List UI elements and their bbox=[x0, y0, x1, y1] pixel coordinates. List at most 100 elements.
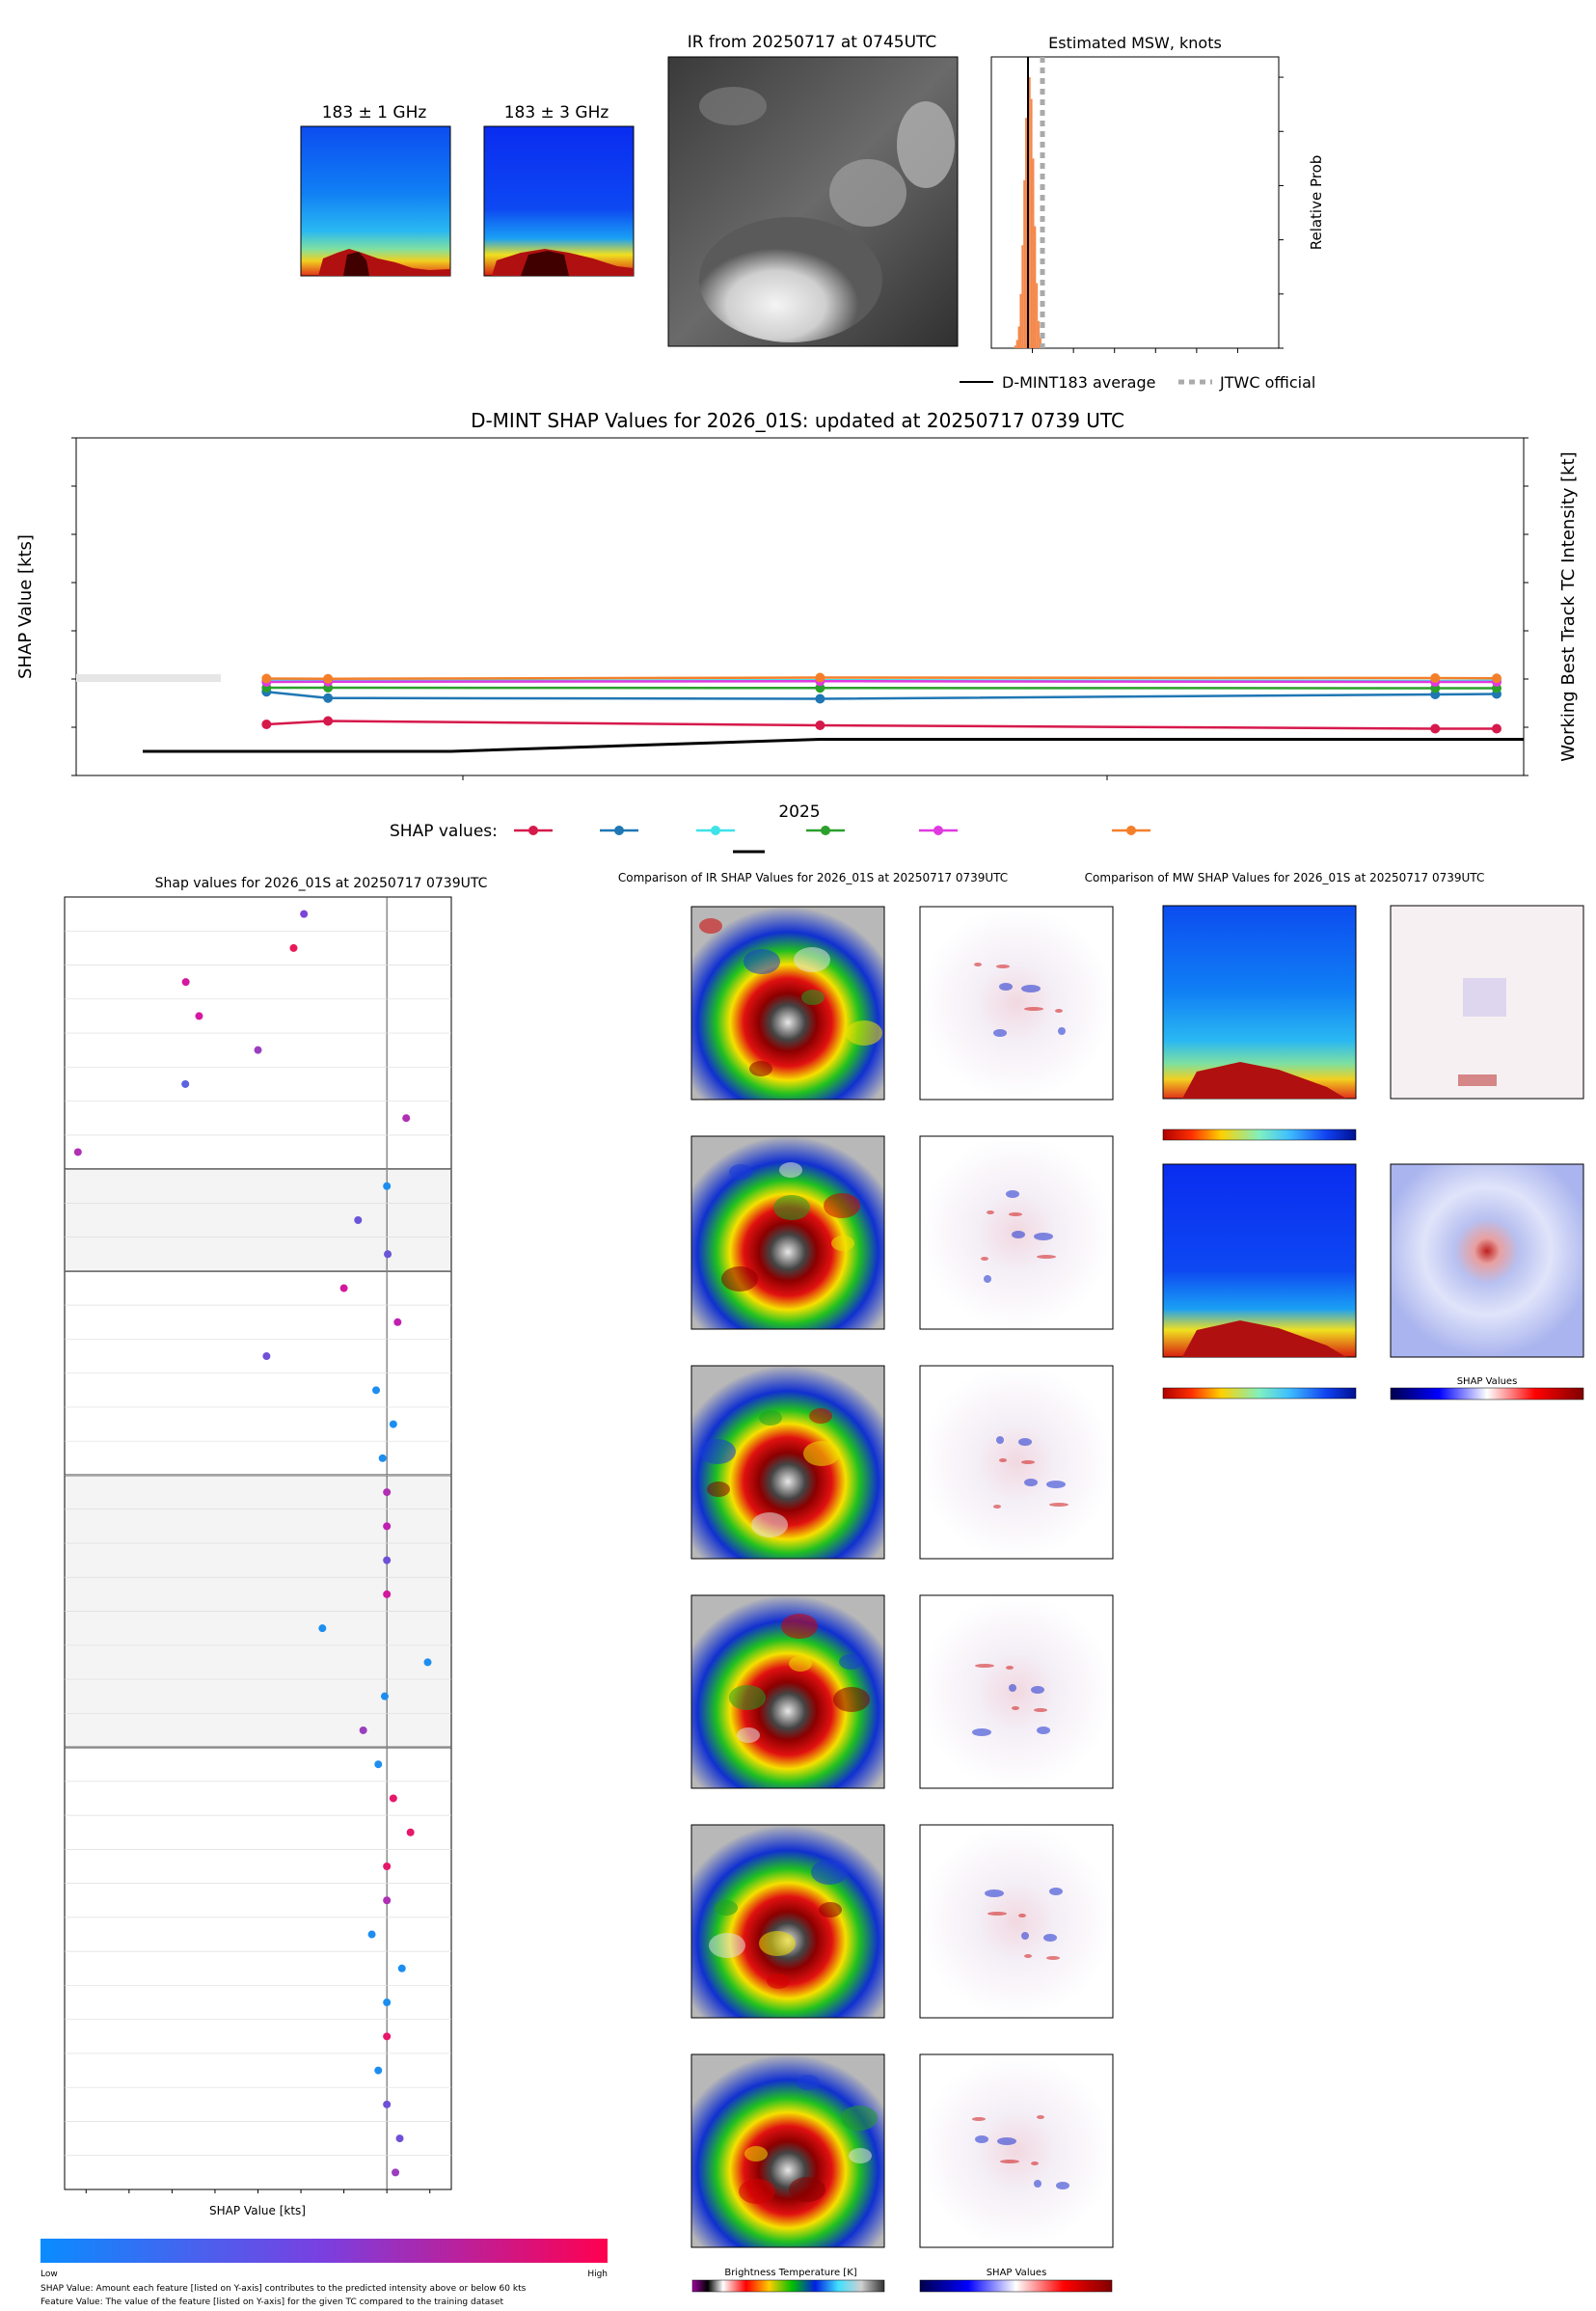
feature-shap-point bbox=[289, 943, 298, 952]
feature-shap-point bbox=[383, 1998, 392, 2007]
histogram-frame bbox=[990, 56, 1280, 349]
ir-cloud-feature bbox=[721, 1266, 758, 1291]
feature-chart-title: Shap values for 2026_01S at 20250717 073… bbox=[155, 876, 488, 891]
ir-shap-blob bbox=[1031, 2161, 1039, 2165]
ir-shap-blob bbox=[1018, 1914, 1026, 1917]
ir-cloud-feature bbox=[846, 1020, 882, 1046]
ir-shap-blob bbox=[993, 1029, 1007, 1037]
ir-shap-blob bbox=[1049, 1503, 1069, 1507]
histogram-ylabel: Relative Prob bbox=[1308, 155, 1325, 251]
mw1-image bbox=[300, 125, 451, 277]
feature-shap-point bbox=[402, 1114, 411, 1123]
mw-comparison-title: Comparison of MW SHAP Values for 2026_01… bbox=[1085, 871, 1485, 884]
ir-shap-blob bbox=[1006, 1666, 1014, 1670]
ir-shap-blob bbox=[1034, 1233, 1053, 1240]
ir-shap-blob bbox=[1056, 2182, 1069, 2189]
note-feature-value: Feature Value: The value of the feature … bbox=[41, 2297, 503, 2307]
histogram-bar bbox=[1014, 345, 1016, 348]
legend-average: D-MINT183 average bbox=[1002, 373, 1155, 392]
shap-timeseries-chart: D-MINT SHAP Values for 2026_01S: updated… bbox=[15, 409, 1579, 854]
ir-cloud-feature bbox=[789, 2177, 825, 2202]
ir-cloud-feature bbox=[707, 1482, 730, 1497]
series-point-gfs-thermo bbox=[1430, 673, 1441, 683]
mw-shap-colorbar bbox=[1390, 1387, 1584, 1400]
ir-cloud-feature bbox=[811, 1860, 848, 1885]
ir-shap-map bbox=[919, 1365, 1114, 1560]
ir-cloud-feature bbox=[803, 1441, 840, 1466]
ir-cloud-feature bbox=[737, 1727, 760, 1743]
feature-group-backgrounds bbox=[65, 897, 451, 2224]
ir-shap-blob bbox=[1021, 1932, 1029, 1940]
series-point-ir bbox=[261, 720, 272, 729]
ir-shap-blob bbox=[1049, 1888, 1063, 1895]
feature-shap-point bbox=[359, 1726, 367, 1734]
ir-shap-blob bbox=[996, 965, 1010, 968]
ir-cloud-feature bbox=[759, 1410, 782, 1426]
feature-shap-point bbox=[300, 910, 309, 918]
feature-shap-point bbox=[318, 1624, 327, 1633]
ir-data-image bbox=[690, 906, 885, 1101]
ir-comparison-rows bbox=[690, 906, 1114, 2248]
ir-cloud-feature bbox=[749, 1061, 772, 1076]
legend-swatch-dot bbox=[1126, 826, 1136, 835]
mw-warm-region bbox=[1182, 1320, 1346, 1357]
ir-shap-blob bbox=[1024, 1954, 1032, 1958]
feature-shap-point bbox=[393, 1318, 402, 1326]
ir-shap-blob bbox=[1024, 1007, 1043, 1011]
feature-shap-point bbox=[380, 1692, 389, 1700]
ir-cloud-feature bbox=[789, 1656, 812, 1672]
feature-shap-point bbox=[195, 1012, 203, 1020]
histogram-bar bbox=[1038, 320, 1041, 348]
legend-swatch-dot bbox=[821, 826, 830, 835]
ir-shap-blob bbox=[1024, 1479, 1038, 1486]
ir-shap-blob bbox=[981, 1257, 988, 1261]
histogram-bar bbox=[1040, 337, 1041, 348]
ir-cloud-feature bbox=[759, 1931, 796, 1956]
ir-cloud-feature bbox=[794, 947, 830, 972]
ir-shap-blob bbox=[975, 2135, 988, 2143]
feature-shap-point bbox=[339, 1284, 348, 1292]
mw-bt-colorbar bbox=[1162, 1387, 1357, 1400]
ir-cloud-feature bbox=[699, 1439, 736, 1464]
timeseries-title: D-MINT SHAP Values for 2026_01S: updated… bbox=[471, 409, 1124, 432]
ir-shap-blob bbox=[999, 1458, 1007, 1462]
feature-shap-point bbox=[378, 1454, 387, 1462]
ir-shap-blob bbox=[1006, 1190, 1019, 1198]
feature-shap-point bbox=[374, 2066, 383, 2075]
feature-shap-point bbox=[254, 1046, 262, 1054]
mw1-title: 183 ± 1 GHz bbox=[322, 103, 427, 122]
feature-shap-point bbox=[73, 1148, 82, 1156]
ir-shap-blob bbox=[1021, 1460, 1035, 1464]
timeseries-left-ticks bbox=[71, 437, 76, 776]
ir-comparison-title: Comparison of IR SHAP Values for 2026_01… bbox=[618, 871, 1008, 884]
ir-shap-map bbox=[919, 1824, 1114, 2019]
timeseries-x-ticks bbox=[462, 775, 1108, 780]
ir-shap-blob bbox=[1009, 1684, 1016, 1692]
timeseries-legend bbox=[514, 826, 1150, 854]
mw-warm-region bbox=[1182, 1062, 1346, 1099]
series-point-ir bbox=[815, 720, 825, 730]
ir-cloud-feature bbox=[729, 1685, 766, 1710]
msw-histogram: Estimated MSW, knots Relative Prob D-MIN… bbox=[960, 34, 1325, 392]
feature-shap-point bbox=[367, 1930, 376, 1939]
ir-shap-blob bbox=[975, 1664, 994, 1668]
feature-shap-point bbox=[389, 1794, 397, 1803]
series-point-position bbox=[815, 683, 825, 693]
histogram-y-ticks bbox=[1279, 76, 1284, 349]
legend-swatch-dot bbox=[528, 826, 538, 835]
ir-shap-blob bbox=[1055, 1009, 1063, 1013]
ir-shap-blob bbox=[974, 963, 982, 966]
ir-shap-blob bbox=[985, 1890, 1004, 1897]
ir-shap-blob bbox=[993, 1505, 1001, 1509]
series-line-tc-intensity bbox=[143, 738, 1524, 753]
ir-shap-blob bbox=[1034, 2180, 1041, 2188]
colorbar-low: Low bbox=[41, 2270, 58, 2279]
histogram-bar bbox=[1023, 179, 1026, 348]
mw-bt-colorbar bbox=[1162, 1128, 1357, 1141]
feature-shap-chart: Shap values for 2026_01S at 20250717 073… bbox=[41, 876, 608, 2307]
feature-shap-point bbox=[406, 1828, 415, 1836]
mw-comparison-panel: Comparison of MW SHAP Values for 2026_01… bbox=[1085, 871, 1584, 1400]
histogram-bar bbox=[1030, 98, 1033, 348]
colorbar-high: High bbox=[587, 2270, 608, 2279]
